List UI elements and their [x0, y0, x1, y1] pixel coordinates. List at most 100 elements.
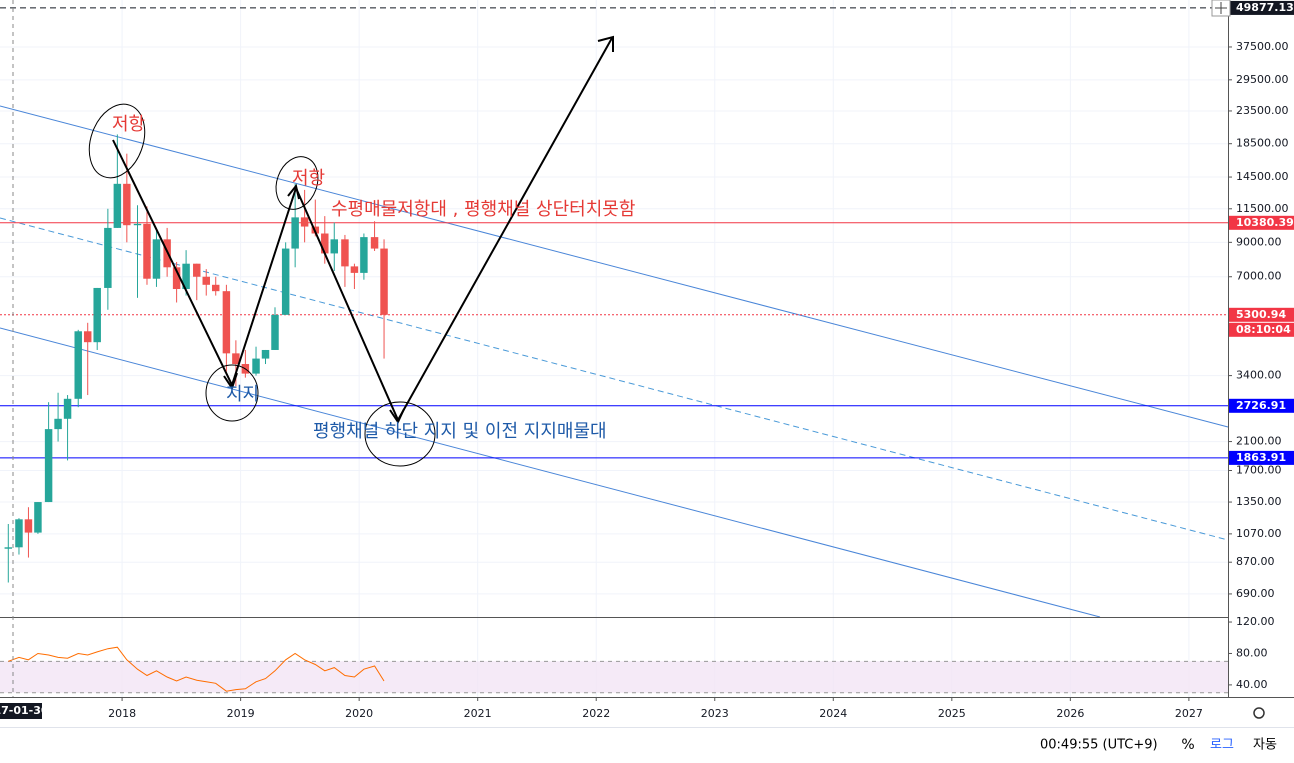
candle-body — [83, 331, 92, 343]
price-tag — [1229, 0, 1294, 15]
y-tick-label: 1350.00 — [1236, 495, 1282, 508]
candle-body — [24, 519, 33, 533]
percent-toggle[interactable]: % — [1181, 737, 1194, 753]
rsi-pane — [0, 646, 1228, 694]
candle-body — [291, 217, 299, 249]
annotation: 저항 — [292, 168, 325, 189]
candle-body — [193, 263, 201, 277]
crosshair-tag — [0, 703, 42, 719]
y-tick-label: 1070.00 — [1236, 527, 1282, 540]
axes: 37500.00 29500.00 23500.00 18500.00 14500.00… — [0, 0, 1294, 720]
x-tick-label: 2023 — [701, 707, 729, 720]
clock: 00:49:55 (UTC+9) — [1040, 738, 1158, 753]
annotation: 지지 — [226, 384, 259, 405]
candle-body — [44, 429, 53, 503]
y-tick-label: 37500.00 — [1236, 40, 1289, 53]
annotation: 저항 — [112, 114, 145, 135]
log-toggle[interactable]: 로그 — [1210, 738, 1234, 753]
settings-icon[interactable] — [1253, 707, 1265, 719]
candle-body — [271, 314, 279, 350]
circle — [364, 401, 436, 467]
candle-body — [104, 227, 112, 288]
candle-body — [4, 547, 13, 549]
grid — [0, 0, 1228, 697]
channel-upper — [0, 105, 1229, 428]
price-tag-label: 1863.91 — [1236, 451, 1286, 464]
channel-middle — [0, 217, 1229, 541]
y-tick-label: 11500.00 — [1236, 202, 1289, 215]
x-tick-label: 2024 — [819, 707, 847, 720]
candle-body — [300, 217, 309, 227]
candle-body — [74, 331, 82, 399]
candle-body — [123, 183, 131, 226]
price-tag-label: 2726.91 — [1236, 399, 1286, 412]
x-tick-label: 2021 — [464, 707, 492, 720]
candle-body — [222, 291, 231, 354]
x-tick-label: 2019 — [227, 707, 255, 720]
candle-body — [360, 237, 368, 273]
candle-body — [63, 398, 72, 419]
countdown: 08:10:04 — [1236, 323, 1291, 336]
y-tick-label: 2100.00 — [1236, 435, 1282, 448]
circle — [205, 364, 259, 422]
price-lines — [0, 7, 1228, 459]
candle-body — [380, 248, 388, 315]
candle-body — [341, 239, 349, 267]
candle-body — [321, 233, 329, 254]
annotation: 평행채널 하단 지지 및 이전 지지매물대 — [313, 421, 607, 442]
candle-body — [261, 349, 270, 359]
price-tag-label: 5300.94 — [1236, 308, 1286, 321]
y-tick-label: 7000.00 — [1236, 270, 1282, 283]
candle-body — [133, 223, 142, 226]
x-tick-label: 2018 — [108, 707, 136, 720]
candle-body — [202, 276, 210, 285]
rsi-line — [8, 646, 385, 692]
x-tick-label: 2020 — [345, 707, 373, 720]
rsi-tick-label: 80.00 — [1236, 646, 1268, 659]
candle-body — [350, 266, 359, 273]
candle-body — [34, 502, 42, 533]
candle-body — [252, 358, 260, 374]
price-tag — [1229, 215, 1294, 230]
candle-body — [54, 418, 62, 430]
arrow-head — [389, 408, 405, 425]
candle-body — [15, 519, 23, 548]
countdown-tag — [1229, 322, 1294, 337]
y-tick-label: 18500.00 — [1236, 137, 1289, 150]
y-tick-label: 690.00 — [1236, 587, 1275, 600]
auto-toggle[interactable]: 자동 — [1253, 738, 1277, 753]
y-tick-label: 14500.00 — [1236, 170, 1289, 183]
y-tick-label: 3400.00 — [1236, 369, 1282, 382]
arrow-head — [287, 183, 300, 200]
rsi-tick-label: 120.00 — [1236, 615, 1275, 628]
candle-body — [172, 267, 181, 290]
y-tick-label: 1700.00 — [1236, 463, 1282, 476]
candle-body — [330, 239, 338, 254]
candle-body — [182, 263, 190, 290]
channel-lower — [0, 327, 1101, 618]
candle-body — [152, 239, 161, 279]
candle-body — [93, 287, 101, 343]
candle-body — [232, 353, 240, 365]
x-tick-label: 2025 — [938, 707, 966, 720]
y-tick-label: 23500.00 — [1236, 104, 1289, 117]
x-tick-label: 2022 — [582, 707, 610, 720]
candle-body — [281, 248, 290, 315]
price-tag-label: 49877.13 — [1236, 1, 1294, 14]
annotation: 수평매물저항대 , 평행채널 상단터치못함 — [331, 199, 635, 220]
crosshair-icon — [1215, 2, 1227, 14]
y-tick-label: 870.00 — [1236, 555, 1275, 568]
price-tag — [1229, 398, 1294, 413]
circle — [88, 103, 146, 179]
arrow-head — [597, 35, 614, 52]
candle-body — [211, 284, 220, 292]
candle-body — [113, 183, 122, 228]
rsi-band — [0, 661, 1228, 693]
circle — [275, 156, 319, 210]
rsi-tick-label: 40.00 — [1236, 678, 1268, 691]
price-tag-label: 10380.39 — [1236, 216, 1294, 229]
crosshair-label: 17-01-30 — [0, 704, 49, 717]
